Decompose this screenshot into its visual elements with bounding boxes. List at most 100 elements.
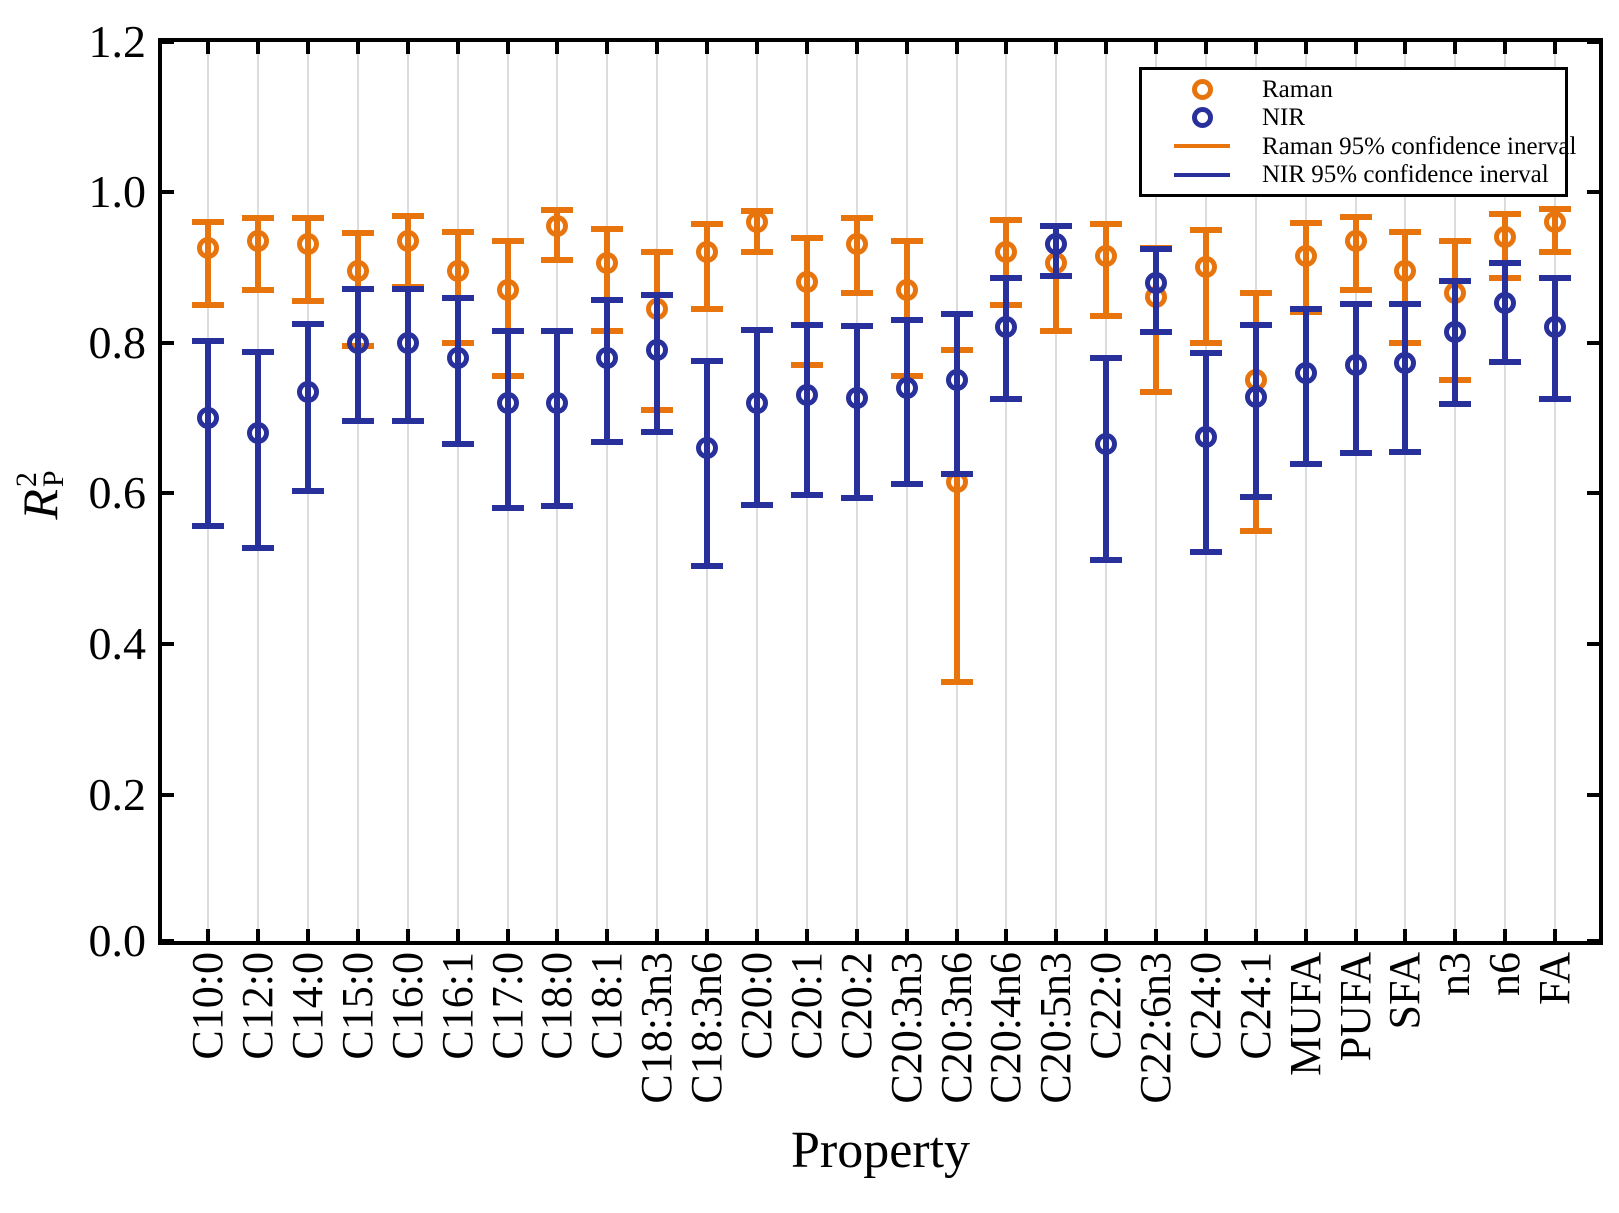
nir-marker [446, 346, 469, 369]
nir-errorbar-cap-bottom [840, 494, 873, 501]
nir-errorbar-line [1202, 353, 1209, 553]
legend-line-icon [1174, 144, 1230, 149]
nir-errorbar-cap-top [441, 295, 474, 301]
nir-marker [596, 346, 619, 369]
y-tick-label: 0.8 [88, 316, 147, 368]
nir-errorbar-line [803, 325, 810, 495]
x-tick-bottom [555, 929, 560, 945]
x-tick-top [1104, 38, 1109, 54]
gridline [1055, 38, 1058, 945]
nir-errorbar-line [255, 351, 262, 548]
nir-errorbar-cap-bottom [1539, 396, 1572, 403]
x-tick-top [1154, 38, 1159, 54]
nir-errorbar-cap-bottom [890, 481, 923, 488]
nir-errorbar-cap-top [541, 328, 574, 335]
nir-errorbar-line [504, 331, 511, 509]
raman-marker [795, 271, 818, 294]
raman-errorbar-cap-top [1539, 206, 1572, 213]
raman-errorbar-line [255, 218, 262, 290]
nir-errorbar-line [1552, 278, 1559, 400]
nir-errorbar-cap-top [1189, 350, 1222, 357]
x-tick-label: n3 [1430, 952, 1480, 996]
x-tick-bottom [1253, 929, 1258, 945]
x-tick-label: C16:1 [432, 952, 482, 1060]
legend-line-icon [1174, 172, 1230, 177]
legend-marker-cell-circle [1142, 107, 1262, 129]
x-tick-bottom [1553, 929, 1558, 945]
y-tick-label: 0.4 [88, 618, 147, 670]
x-tick-top [505, 38, 510, 54]
nir-marker [1444, 320, 1467, 343]
x-tick-label: C22:0 [1081, 952, 1131, 1060]
raman-marker [1294, 244, 1317, 267]
nir-errorbar-cap-top [1289, 306, 1322, 313]
raman-errorbar-cap-bottom [840, 290, 873, 297]
raman-errorbar-cap-top [1389, 228, 1422, 235]
gridline [1404, 38, 1407, 945]
nir-marker [696, 437, 719, 460]
x-tick-top [1353, 38, 1358, 54]
x-tick-label: n6 [1480, 952, 1530, 996]
nir-errorbar-line [1103, 358, 1110, 560]
y-tick-left [158, 40, 174, 44]
raman-errorbar-line [953, 350, 960, 682]
x-tick-label: C14:0 [283, 952, 333, 1060]
x-tick-bottom [1004, 929, 1009, 945]
y-tick-left [158, 939, 174, 943]
nir-errorbar-cap-bottom [391, 417, 424, 424]
raman-errorbar-cap-top [1189, 227, 1222, 234]
nir-marker [496, 391, 519, 414]
legend: Raman NIR Raman 95% confidence inerval NIR … [1139, 67, 1576, 197]
gridline [1155, 38, 1158, 945]
raman-errorbar-cap-bottom [541, 256, 574, 263]
nir-errorbar-cap-top [1239, 322, 1272, 329]
nir-errorbar-cap-bottom [1439, 401, 1472, 408]
x-tick-bottom [355, 929, 360, 945]
nir-marker [945, 369, 968, 392]
nir-errorbar-cap-bottom [790, 491, 823, 498]
nir-errorbar-line [604, 300, 611, 443]
nir-errorbar-cap-top [242, 348, 275, 355]
raman-errorbar-cap-bottom [691, 305, 724, 312]
x-tick-bottom [256, 929, 261, 945]
nir-errorbar-cap-bottom [1389, 448, 1422, 455]
y-tick-right [1587, 642, 1603, 647]
raman-errorbar-cap-top [890, 238, 923, 245]
nir-errorbar-cap-top [1489, 260, 1522, 267]
nir-errorbar-line [404, 288, 411, 421]
x-tick-top [1453, 38, 1458, 54]
y-tick-label: 0.0 [88, 915, 147, 966]
x-tick-top [605, 38, 610, 54]
x-tick-top [1054, 38, 1059, 54]
x-tick-top [854, 38, 859, 54]
nir-marker [745, 391, 768, 414]
x-tick-bottom [705, 929, 710, 945]
x-tick-label: C17:0 [482, 952, 532, 1060]
raman-marker [396, 229, 419, 252]
x-tick-label: C24:1 [1230, 952, 1280, 1060]
x-tick-bottom [206, 929, 211, 945]
nir-errorbar-cap-bottom [740, 501, 773, 508]
y-tick-left [158, 792, 174, 797]
x-tick-label: C20:0 [731, 952, 781, 1060]
y-tick-right [1587, 939, 1603, 943]
raman-marker [745, 210, 768, 233]
x-tick-top [306, 38, 311, 54]
x-tick-bottom [954, 929, 959, 945]
raman-errorbar-line [604, 228, 611, 332]
y-tick-left [158, 189, 174, 194]
gridline [656, 38, 659, 945]
raman-errorbar-cap-top [242, 215, 275, 222]
raman-errorbar-cap-bottom [1539, 249, 1572, 256]
y-tick-label: 1.2 [88, 16, 147, 67]
raman-errorbar-line [305, 218, 312, 302]
nir-errorbar-line [1402, 304, 1409, 452]
x-tick-top [355, 38, 360, 54]
nir-errorbar-cap-top [391, 285, 424, 292]
raman-marker [1544, 210, 1567, 233]
nir-errorbar-cap-top [292, 320, 325, 327]
nir-errorbar-cap-top [1539, 275, 1572, 282]
nir-errorbar-cap-top [990, 275, 1023, 282]
nir-errorbar-line [454, 298, 461, 444]
